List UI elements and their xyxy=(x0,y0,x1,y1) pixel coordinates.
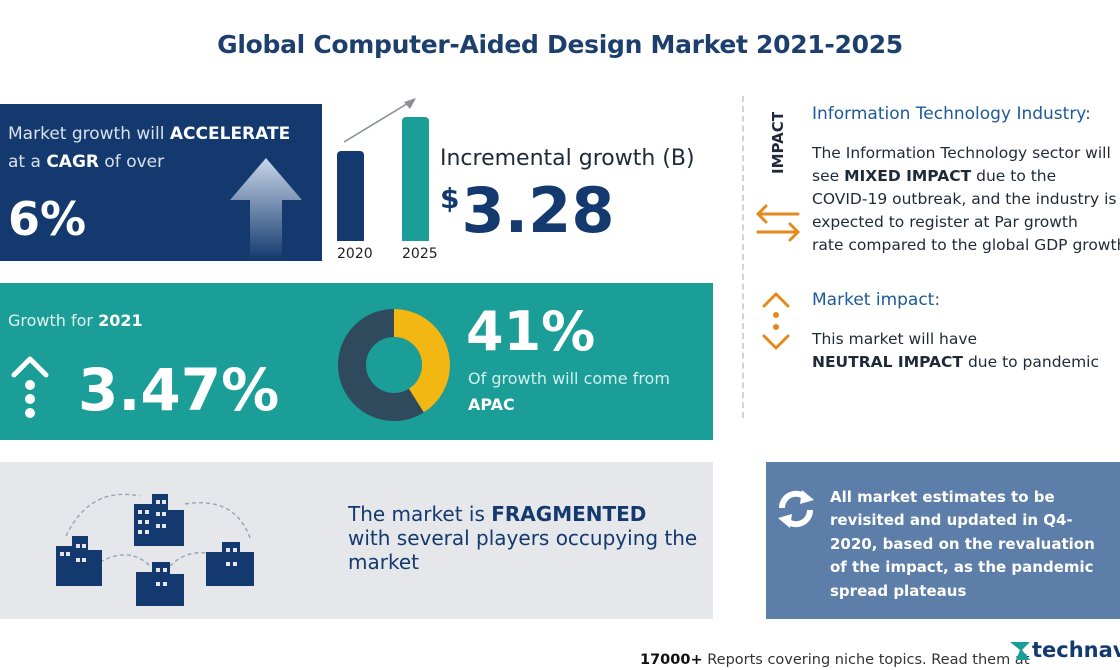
it-body-line-5: rate compared to the global GDP growth. xyxy=(812,236,1120,254)
mi-body-suffix: due to pandemic xyxy=(967,353,1100,371)
technavio-link[interactable]: technavio xyxy=(1032,638,1120,662)
apac-share-value: 41% xyxy=(466,300,596,363)
infographic-title: Global Computer-Aided Design Market 2021… xyxy=(217,30,903,59)
report-count: 17000+ xyxy=(640,652,703,668)
it-industry-title: Information Technology Industry: xyxy=(812,104,1091,124)
impact-tag-text: IMPACT xyxy=(769,112,787,174)
cagr-value: 6% xyxy=(8,192,87,246)
cagr-panel: Market growth will ACCELERATE at a CAGR … xyxy=(0,104,322,261)
swap-arrows-icon xyxy=(756,204,800,242)
growth-2021-value: 3.47% xyxy=(78,356,280,424)
apac-region-label: APAC xyxy=(468,395,515,414)
apac-share-donut xyxy=(338,309,450,421)
mixed-impact-label: MIXED IMPACT xyxy=(844,167,972,185)
impact-tag: IMPACT xyxy=(769,112,787,174)
growth-year-label: Growth for 2021 xyxy=(8,311,143,330)
apac-share-text: Of growth will come from xyxy=(468,369,670,388)
fragmented-line-1: The market is FRAGMENTED xyxy=(348,502,646,526)
currency-symbol: $ xyxy=(440,182,460,215)
it-body-line-3: COVID-19 outbreak, and the industry is xyxy=(812,190,1117,208)
cagr-line-1: Market growth will ACCELERATE xyxy=(8,124,290,144)
bar-2020 xyxy=(337,151,364,241)
cagr-line-2-prefix: at a xyxy=(8,152,41,172)
neutral-impact-label: NEUTRAL IMPACT xyxy=(812,353,963,371)
incremental-growth-value: $3.28 xyxy=(440,180,614,242)
it-body-line-4: expected to register at Par growth xyxy=(812,213,1078,231)
cagr-label: CAGR xyxy=(46,152,99,172)
fragmented-emphasis: FRAGMENTED xyxy=(491,502,647,526)
fragmented-line-3: market xyxy=(348,550,419,574)
it-body-see: see xyxy=(812,167,840,185)
cagr-line-2-suffix: of over xyxy=(104,152,165,172)
year-label-2020: 2020 xyxy=(337,246,373,262)
incremental-growth-label: Incremental growth (B) xyxy=(440,146,695,171)
mi-body-line-2: NEUTRAL IMPACT due to pandemic xyxy=(812,351,1099,374)
cagr-line-2: at a CAGR of over xyxy=(8,152,164,172)
year-label-2025: 2025 xyxy=(402,246,438,262)
it-body-due: due to the xyxy=(976,167,1057,185)
trend-arrow-icon xyxy=(343,98,416,143)
estimates-note-text: All market estimates to be revisited and… xyxy=(830,488,1095,600)
footer-promo: 17000+ Reports covering niche topics. Re… xyxy=(640,652,1029,668)
growth-panel: Growth for 2021 3.47% 41% Of growth will… xyxy=(0,283,713,440)
fragmented-prefix: The market is xyxy=(348,502,485,526)
it-industry-body: The Information Technology sector will s… xyxy=(812,142,1120,257)
market-impact-body: This market will have NEUTRAL IMPACT due… xyxy=(812,328,1099,374)
technavio-logo-icon xyxy=(1010,642,1030,660)
incremental-growth-amount: 3.28 xyxy=(461,174,615,247)
up-arrow-icon xyxy=(230,158,302,260)
estimates-note-box: All market estimates to be revisited and… xyxy=(766,462,1120,619)
growth-label-year: 2021 xyxy=(98,311,143,330)
fragmented-line-2: with several players occupying the xyxy=(348,526,698,550)
cagr-line-1-prefix: Market growth will xyxy=(8,124,165,144)
buildings-network-icon xyxy=(56,493,254,606)
it-body-line-2: see MIXED IMPACT due to the xyxy=(812,165,1120,188)
it-body-line-1: The Information Technology sector will xyxy=(812,144,1111,162)
section-divider xyxy=(742,96,744,418)
neutral-arrows-icon xyxy=(762,292,790,350)
mi-body-line-1: This market will have xyxy=(812,330,978,348)
cagr-accelerate-label: ACCELERATE xyxy=(169,124,291,144)
donut-apac-segment xyxy=(338,309,450,421)
growth-dots-arrow-icon xyxy=(11,356,49,418)
fragmented-panel: The market is FRAGMENTED with several pl… xyxy=(0,462,713,619)
market-impact-title: Market impact: xyxy=(812,290,941,310)
growth-label-prefix: Growth for xyxy=(8,311,93,330)
footer-text: Reports covering niche topics. Read them… xyxy=(707,652,1030,668)
refresh-icon xyxy=(778,490,814,528)
bar-2025 xyxy=(402,117,429,241)
